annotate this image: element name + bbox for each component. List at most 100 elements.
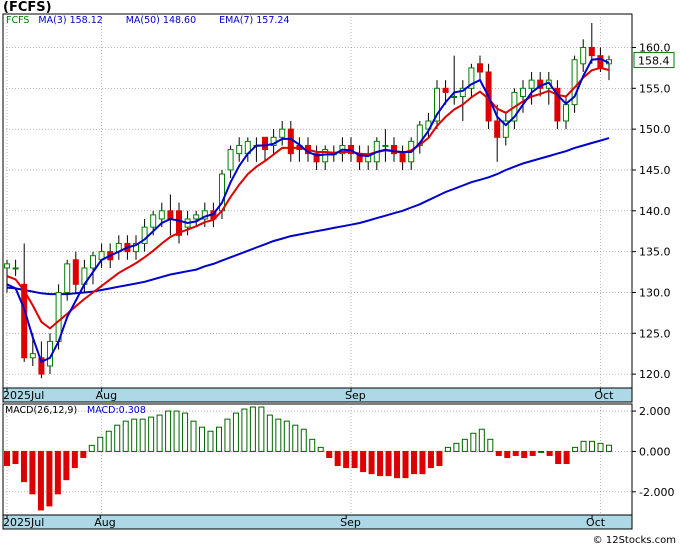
macd-bar — [419, 450, 426, 475]
macd-bar — [555, 450, 562, 465]
price-tick-label: 125.0 — [639, 327, 671, 340]
candle-body — [520, 87, 526, 97]
macd-bar — [309, 438, 316, 452]
macd-bar — [12, 450, 19, 465]
macd-bar — [241, 408, 248, 452]
candle-body — [588, 46, 595, 57]
macd-bar — [249, 406, 256, 452]
candle-body — [434, 87, 440, 122]
macd-bar — [546, 450, 553, 456]
candle-body — [494, 120, 501, 138]
x-tick-label: 2025Jul — [3, 389, 44, 402]
ma3-line — [6, 57, 610, 364]
macd-bar — [20, 450, 27, 483]
macd-bar — [199, 426, 206, 452]
macd-bar — [317, 446, 324, 452]
macd-bar — [173, 410, 180, 452]
candle-body — [29, 353, 36, 359]
candle-body — [150, 214, 157, 228]
ema7-line — [6, 66, 610, 330]
price-tick-label: 140.0 — [639, 205, 671, 218]
macd-bar — [326, 450, 333, 458]
price-tick-label: 155.0 — [639, 82, 671, 95]
candle-body — [459, 87, 466, 97]
macd-bar — [589, 440, 596, 452]
candle-body — [38, 357, 45, 375]
macd-bar — [351, 450, 358, 469]
macd-bar — [368, 450, 375, 475]
macd-tick-label: 2.000 — [639, 405, 671, 418]
macd-bar — [80, 450, 87, 458]
macd-bar — [470, 432, 477, 452]
macd-bar — [232, 412, 239, 452]
macd-bar — [360, 450, 367, 473]
x-tick-label: Sep — [345, 389, 366, 402]
macd-bar — [580, 440, 587, 452]
macd-bar — [122, 420, 129, 452]
candle-body — [64, 263, 71, 293]
macd-bar — [300, 428, 307, 452]
macd-name-label: MACD(26,12,9) — [5, 405, 77, 416]
macd-bar — [283, 420, 290, 452]
macd-bar — [4, 450, 10, 467]
macd-x-axis-band — [2, 514, 633, 530]
candle-body — [554, 87, 561, 122]
candle-body — [12, 267, 19, 270]
macd-bar — [453, 442, 460, 452]
macd-bar — [114, 424, 121, 452]
x-tick-label: Oct — [594, 389, 614, 402]
price-tick-label: 150.0 — [639, 123, 671, 136]
legend-item: MA(3) 158.12 — [38, 15, 102, 26]
macd-bar — [105, 430, 112, 452]
candle-body — [227, 149, 234, 171]
macd-x-tick-label: Oct — [586, 516, 606, 529]
macd-bar — [156, 414, 163, 452]
macd-bar — [266, 414, 273, 452]
macd-bar — [444, 446, 451, 452]
candle-body — [4, 263, 10, 269]
candle-body — [158, 210, 165, 220]
price-tick-label: 135.0 — [639, 246, 671, 259]
macd-bar — [343, 450, 350, 469]
candle-body — [597, 55, 604, 69]
legend-item: FCFS — [6, 15, 29, 26]
macd-bar — [190, 420, 197, 452]
macd-panel: -2.000 0.000 2.000 MACD(26,12,9) MACD:0.308 2… — [2, 403, 674, 530]
macd-bar — [334, 450, 341, 467]
candle-body — [90, 255, 96, 269]
macd-bar — [88, 444, 95, 452]
x-tick-label: Aug — [96, 389, 117, 402]
candle-body — [193, 214, 200, 220]
macd-bar — [54, 450, 61, 495]
macd-bar — [148, 416, 155, 452]
macd-tick-label: 0.000 — [639, 445, 671, 458]
macd-bar — [487, 438, 494, 452]
price-plot-area — [2, 13, 633, 389]
macd-bar — [478, 428, 485, 452]
macd-bar — [139, 418, 146, 452]
macd-bar — [606, 444, 612, 452]
legend-item: EMA(7) 157.24 — [219, 15, 289, 26]
candle-body — [236, 144, 243, 155]
macd-tick-label: -2.000 — [639, 486, 674, 499]
macd-bar — [165, 410, 172, 452]
candle-body — [563, 104, 569, 122]
last-price-label: 158.4 — [638, 55, 670, 68]
macd-bar — [410, 450, 417, 475]
macd-bar — [207, 430, 214, 452]
candle-body — [580, 46, 587, 65]
price-tick-label: 145.0 — [639, 164, 671, 177]
candle-body — [133, 242, 139, 253]
candle-body — [477, 63, 483, 73]
macd-bar — [131, 418, 138, 452]
macd-bar — [63, 450, 70, 481]
macd-bar — [385, 450, 392, 477]
macd-bar — [597, 442, 604, 452]
price-panel: 120.0 125.0 130.0 135.0 140.0 145.0 150.0 155.0… — [2, 13, 675, 403]
macd-bar — [495, 450, 502, 456]
candle-body — [313, 153, 320, 163]
chart-title: (FCFS) — [3, 0, 52, 15]
macd-bar — [46, 450, 53, 507]
price-tick-label: 120.0 — [639, 368, 671, 381]
macd-bar — [224, 418, 231, 452]
